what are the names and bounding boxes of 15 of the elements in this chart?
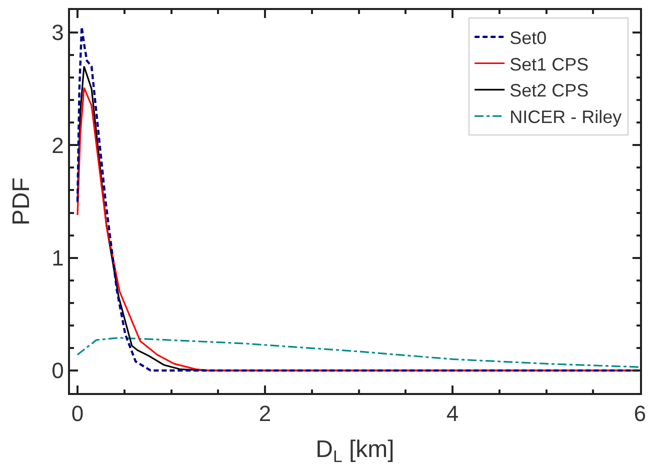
legend-label: Set1 CPS [510, 54, 589, 74]
line-series [76, 337, 640, 368]
x-axis-title: D$_{L}$ [km] [316, 436, 394, 466]
y-tick-label: 2 [52, 132, 64, 158]
legend-label: NICER - Riley [510, 107, 622, 128]
legend-label: Set0 [510, 28, 547, 48]
x-tick-label: 2 [258, 401, 272, 426]
x-tick-label: 4 [446, 401, 459, 426]
x-tick-label: 0 [71, 401, 84, 426]
y-axis-title: PDF [8, 178, 36, 226]
x-tick-label: 6 [634, 401, 646, 426]
y-tick-label: 1 [52, 246, 64, 271]
legend-label: Set2 CPS [510, 80, 589, 101]
y-tick-label: 3 [52, 20, 64, 46]
y-tick-label: 0 [52, 358, 64, 384]
